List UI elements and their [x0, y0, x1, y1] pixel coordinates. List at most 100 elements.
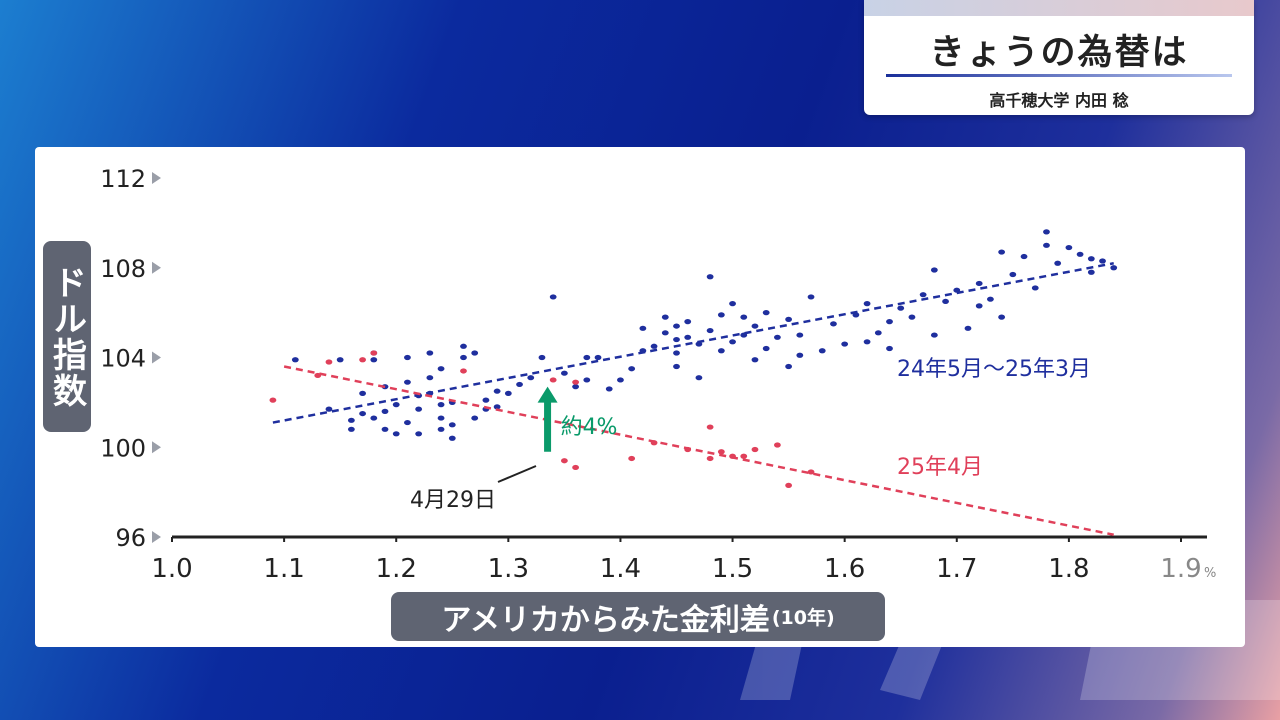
series-2024-point: [998, 249, 1006, 255]
series-2024-point: [437, 402, 445, 408]
series-2025-point: [370, 350, 378, 356]
series-2024-point: [807, 294, 815, 300]
series-2024-point: [628, 366, 636, 372]
x-tick-label: 1.2: [376, 554, 417, 584]
series-2024-point: [415, 406, 423, 412]
series-2024-point: [549, 294, 557, 300]
series-2024-point: [392, 402, 400, 408]
series-2024-point: [706, 274, 714, 280]
x-tick-label: 1.3: [488, 554, 529, 584]
series-2024-point: [460, 343, 467, 349]
x-tick-label: 1.7: [936, 554, 977, 584]
series-2025-point: [572, 464, 579, 471]
series-2024-point: [471, 350, 479, 356]
series-2024-point: [404, 379, 411, 385]
y-tick-label: 96: [115, 524, 146, 552]
series-2025-point: [572, 379, 579, 385]
series-2024-point: [605, 386, 613, 392]
series-2024-point: [583, 377, 591, 383]
series-2024-point: [942, 298, 949, 305]
series-2025-point: [325, 359, 333, 365]
series-2024-point: [1043, 242, 1050, 248]
series-2024-point: [392, 431, 400, 437]
series-2024-point: [583, 354, 591, 361]
series-2025-point: [751, 446, 759, 453]
series-2024-point: [695, 341, 703, 347]
increase-label: 約4%: [561, 415, 618, 440]
series-2024-point: [404, 419, 411, 426]
series-2024-point: [908, 314, 916, 320]
x-axis-label: アメリカからみた金利差 (10年): [391, 592, 885, 641]
series-2024-point: [1009, 271, 1017, 278]
series-2024-point: [516, 381, 523, 388]
series-2024-point: [538, 354, 546, 361]
series-2024-point: [471, 415, 479, 421]
series-2024-point: [673, 363, 680, 370]
series-2024-point: [673, 323, 680, 329]
series-2024-point: [684, 334, 692, 340]
series-2024-point: [673, 336, 680, 343]
series-2024-point: [1020, 253, 1028, 260]
y-tick-label: 100: [100, 434, 146, 462]
series-2025-point: [717, 449, 725, 455]
series-2024-point: [717, 348, 725, 354]
series-2024-point: [1054, 260, 1062, 266]
series-2024-point: [347, 426, 355, 432]
series-2024-point: [370, 357, 378, 363]
series-2024-point: [751, 323, 759, 329]
y-tick-label: 108: [100, 255, 146, 283]
series-2025-point: [269, 397, 277, 403]
series-2024-point: [886, 319, 893, 325]
series-2025-point: [807, 469, 815, 475]
series-2024-point: [953, 287, 961, 293]
series-2025-point: [706, 424, 714, 430]
series-2024-point: [639, 325, 647, 331]
series-2024-point: [785, 316, 793, 322]
series-2025-point: [628, 455, 636, 462]
series-2024-point: [504, 390, 512, 396]
series-2024-point: [617, 377, 624, 383]
series-2024-point: [572, 384, 579, 390]
series-2025-point: [740, 453, 748, 459]
series-2024-point: [930, 267, 938, 273]
series-2024-point: [460, 354, 467, 361]
series-2024-point: [437, 415, 445, 421]
series-2024-point: [1031, 285, 1039, 291]
series-2024-point: [426, 375, 434, 381]
series-2024-point: [1110, 265, 1118, 271]
series-2024-point: [706, 327, 714, 334]
series-2025-trend-line: [283, 365, 1114, 536]
series-2024-point: [717, 312, 725, 318]
series-2024-point: [661, 330, 669, 336]
series-2024-point: [404, 354, 411, 361]
series-2024-point: [729, 301, 736, 307]
title-underline: [886, 74, 1232, 77]
series-2024-point: [695, 375, 703, 381]
series-2024-point: [370, 415, 378, 421]
series-2025-point: [785, 482, 793, 488]
y-tick-label: 112: [100, 165, 146, 193]
series-2024-point: [1087, 256, 1095, 262]
series-2024-point: [863, 339, 871, 345]
x-tick-label: 1.5: [712, 554, 753, 584]
x-axis-label-unit: (10年): [771, 607, 835, 629]
series-2024-point: [1099, 258, 1106, 264]
series-2024-point: [852, 312, 860, 318]
series-2024-point: [762, 345, 770, 352]
program-title: きょうの為替は: [929, 33, 1189, 73]
series-2024-point: [493, 388, 501, 394]
series-2024-point: [729, 339, 736, 345]
y-tick-marker: [152, 531, 161, 543]
series-2024-point: [796, 332, 804, 338]
y-tick-label: 104: [100, 345, 146, 373]
x-tick-label: 1.6: [824, 554, 865, 584]
series-2025-label: 25年4月: [897, 455, 983, 480]
series-2024-point: [796, 352, 804, 358]
x-tick-label: 1.0: [151, 554, 192, 584]
series-2024-point: [740, 332, 748, 338]
title-top-bar: [864, 0, 1254, 16]
chart-panel: [35, 147, 1245, 647]
y-axis-label: ドル指数: [43, 241, 91, 432]
series-2024-point: [639, 348, 647, 354]
series-2024-point: [975, 280, 983, 287]
